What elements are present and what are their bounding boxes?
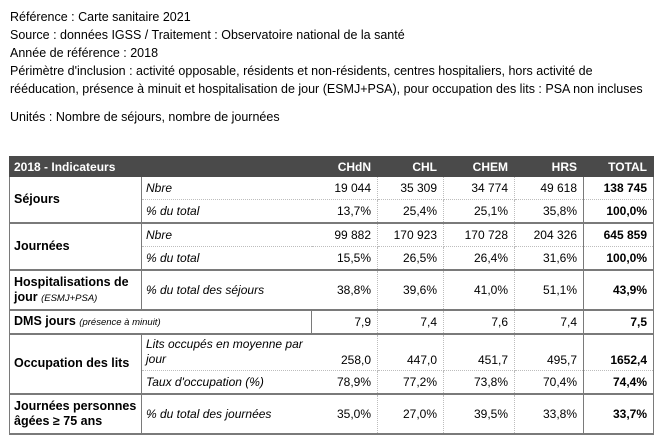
cell-total: 7,5 [583, 310, 654, 335]
cell-chl: 447,0 [377, 334, 445, 371]
cell-chl: 7,4 [377, 310, 445, 335]
cell-chl: 26,5% [377, 246, 445, 271]
cell-hrs: 49 618 [514, 176, 585, 200]
cell-chdn: 13,7% [311, 199, 379, 224]
header-chl: CHL [377, 156, 445, 177]
cell-chdn: 19 044 [311, 176, 379, 200]
row-label: Lits occupés en moyenne par jour [141, 334, 312, 371]
year-line: Année de référence : 2018 [10, 46, 159, 60]
category-hospitalisations: Hospitalisations de jour (ESMJ+PSA) [9, 270, 142, 311]
category-sejours: Séjours [9, 176, 142, 224]
cell-hrs: 31,6% [514, 246, 585, 271]
indicators-table: 2018 - Indicateurs CHdN CHL CHEM HRS TOT… [8, 156, 655, 435]
cell-total: 1652,4 [583, 334, 654, 371]
table-row: Occupation des lits Lits occupés en moye… [9, 334, 654, 395]
table-header-row: 2018 - Indicateurs CHdN CHL CHEM HRS TOT… [8, 156, 655, 177]
cell-hrs: 495,7 [514, 334, 585, 371]
header-hrs: HRS [514, 156, 585, 177]
cell-hrs: 35,8% [514, 199, 585, 224]
row-label: % du total des séjours [141, 270, 312, 311]
table-row: Journées personnes âgées ≥ 75 ans % du t… [9, 393, 654, 435]
cell-chdn: 7,9 [311, 310, 379, 335]
row-label: Nbre [141, 223, 312, 247]
cell-chdn: 38,8% [311, 270, 379, 311]
reference-line: Référence : Carte sanitaire 2021 [10, 10, 191, 24]
cell-chem: 451,7 [443, 334, 516, 371]
row-label: Nbre [141, 176, 312, 200]
category-label: DMS jours [14, 314, 76, 328]
cell-chem: 170 728 [443, 223, 516, 247]
category-journees: Journées [9, 223, 142, 271]
cell-chem: 26,4% [443, 246, 516, 271]
cell-total: 138 745 [583, 176, 654, 200]
category-personnes-agees: Journées personnes âgées ≥ 75 ans [9, 393, 142, 435]
cell-chl: 77,2% [377, 370, 445, 395]
cell-total: 43,9% [583, 270, 654, 311]
row-label: Taux d'occupation (%) [141, 370, 312, 395]
table-row: Taux d'occupation (%) 78,9% 77,2% 73,8% … [10, 370, 654, 395]
cell-total: 645 859 [583, 223, 654, 247]
cell-chl: 35 309 [377, 176, 445, 200]
table-row: % du total 15,5% 26,5% 26,4% 31,6% 100,0… [10, 246, 654, 271]
cell-chdn: 78,9% [311, 370, 379, 395]
cell-chem: 73,8% [443, 370, 516, 395]
cell-total: 100,0% [583, 246, 654, 271]
units-line: Unités : Nombre de séjours, nombre de jo… [10, 110, 280, 124]
category-dms: DMS jours (présence à minuit) [9, 310, 313, 335]
cell-chl: 25,4% [377, 199, 445, 224]
cell-chem: 34 774 [443, 176, 516, 200]
category-note: (ESMJ+PSA) [41, 292, 98, 304]
table-row: % du total 13,7% 25,4% 25,1% 35,8% 100,0… [10, 199, 654, 224]
header-total: TOTAL [583, 156, 655, 177]
metadata-block: Référence : Carte sanitaire 2021 Source … [10, 8, 643, 126]
row-label: % du total des journées [141, 393, 312, 435]
category-occupation: Occupation des lits [9, 334, 142, 395]
category-note: (présence à minuit) [79, 317, 161, 328]
cell-chem: 41,0% [443, 270, 516, 311]
cell-chem: 39,5% [443, 393, 516, 435]
cell-total: 74,4% [583, 370, 654, 395]
cell-chdn: 99 882 [311, 223, 379, 247]
cell-hrs: 51,1% [514, 270, 585, 311]
cell-hrs: 33,8% [514, 393, 585, 435]
row-label: % du total [141, 246, 312, 271]
cell-chdn: 258,0 [311, 334, 379, 371]
header-chdn: CHdN [311, 156, 379, 177]
table-row: DMS jours (présence à minuit) 7,9 7,4 7,… [9, 310, 654, 335]
cell-chl: 39,6% [377, 270, 445, 311]
cell-hrs: 204 326 [514, 223, 585, 247]
category-label: Hospitalisations de jour [14, 274, 129, 304]
table-row: Hospitalisations de jour (ESMJ+PSA) % du… [9, 270, 654, 311]
cell-chem: 25,1% [443, 199, 516, 224]
row-label: % du total [141, 199, 312, 224]
table-row: Journées Nbre 99 882 170 923 170 728 204… [9, 223, 654, 271]
cell-total: 33,7% [583, 393, 654, 435]
cell-total: 100,0% [583, 199, 654, 224]
cell-chl: 170 923 [377, 223, 445, 247]
cell-chem: 7,6 [443, 310, 516, 335]
source-line: Source : données IGSS / Traitement : Obs… [10, 28, 405, 42]
cell-chdn: 35,0% [311, 393, 379, 435]
scope-line-1: Périmètre d'inclusion : activité opposab… [10, 64, 593, 78]
header-indicators: 2018 - Indicateurs [8, 156, 313, 177]
table-row: Séjours Nbre 19 044 35 309 34 774 49 618… [9, 176, 654, 224]
cell-chl: 27,0% [377, 393, 445, 435]
header-chem: CHEM [443, 156, 516, 177]
cell-hrs: 70,4% [514, 370, 585, 395]
scope-line-2: rééducation, présence à minuit et hospit… [10, 82, 643, 96]
cell-chdn: 15,5% [311, 246, 379, 271]
cell-hrs: 7,4 [514, 310, 585, 335]
